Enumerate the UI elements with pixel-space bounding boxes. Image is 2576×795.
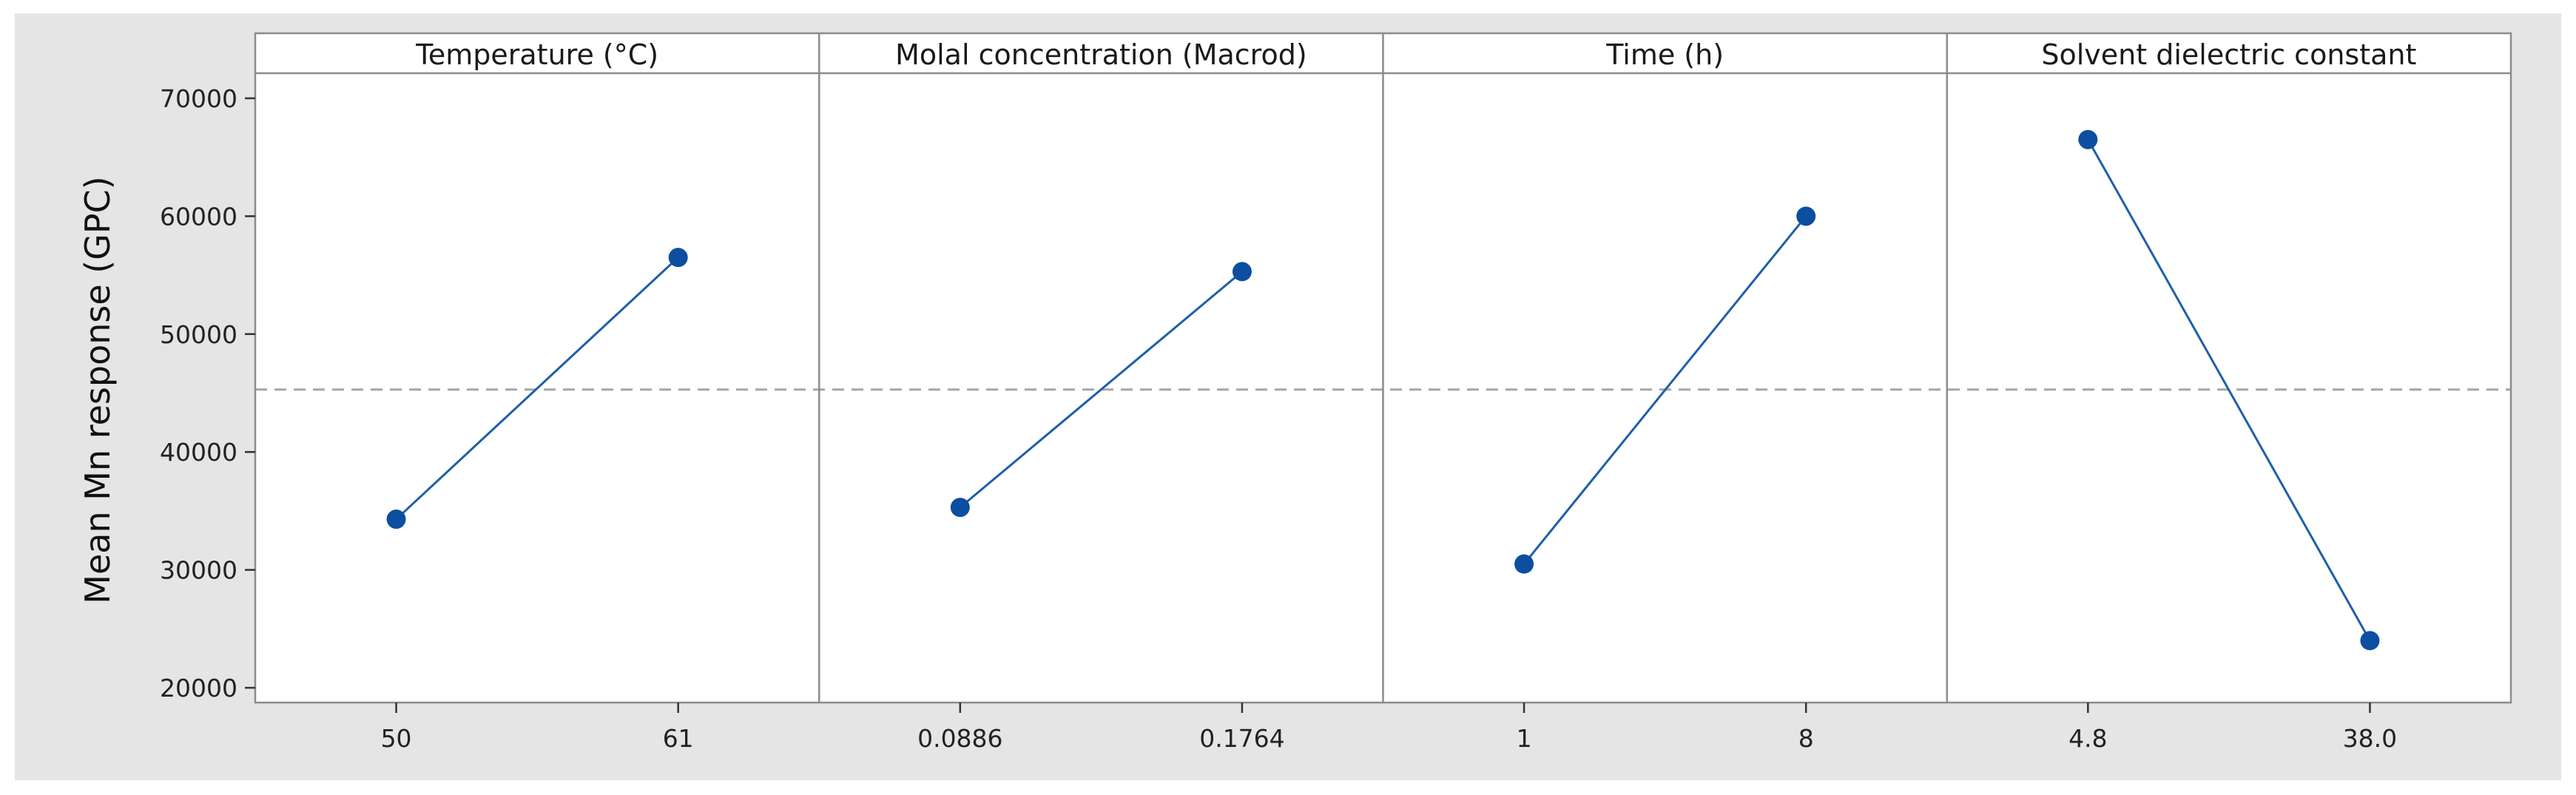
data-point <box>386 510 406 530</box>
data-point <box>2360 631 2380 651</box>
x-tick-label: 38.0 <box>2343 724 2397 753</box>
y-tick-label: 40000 <box>160 438 237 467</box>
x-tick-label: 1 <box>1517 724 1532 753</box>
data-point <box>950 498 970 518</box>
data-point <box>2078 129 2098 149</box>
panel-title: Molal concentration (Macrod) <box>895 38 1307 71</box>
effect-line <box>959 271 1243 509</box>
plot-area: 20000 30000 40000 50000 60000 70000 Mean Mn re… <box>78 32 2512 753</box>
y-tick-label: 30000 <box>160 556 237 585</box>
data-point <box>1796 206 1816 226</box>
effect-line <box>2087 138 2371 641</box>
data-point <box>1514 554 1534 574</box>
x-tick-label: 0.0886 <box>917 724 1002 753</box>
data-point <box>1232 262 1252 282</box>
x-tick-label: 61 <box>663 724 694 753</box>
data-point <box>668 248 688 268</box>
effect-line <box>1523 215 1807 565</box>
panel-title: Solvent dielectric constant <box>2041 38 2416 71</box>
x-tick-label: 0.1764 <box>1199 724 1284 753</box>
y-tick-label: 60000 <box>160 202 237 231</box>
x-tick-label: 50 <box>381 724 412 753</box>
x-tick-label: 4.8 <box>2068 724 2107 753</box>
x-tick-label: 8 <box>1798 724 1814 753</box>
y-tick-label: 20000 <box>160 674 237 703</box>
y-tick-label: 70000 <box>160 84 237 113</box>
effect-line <box>395 257 679 521</box>
y-tick-label: 50000 <box>160 320 237 349</box>
panel-title: Time (h) <box>1605 38 1724 71</box>
panel-title: Temperature (°C) <box>415 38 658 71</box>
y-axis-title: Mean Mn response (GPC) <box>78 176 118 603</box>
